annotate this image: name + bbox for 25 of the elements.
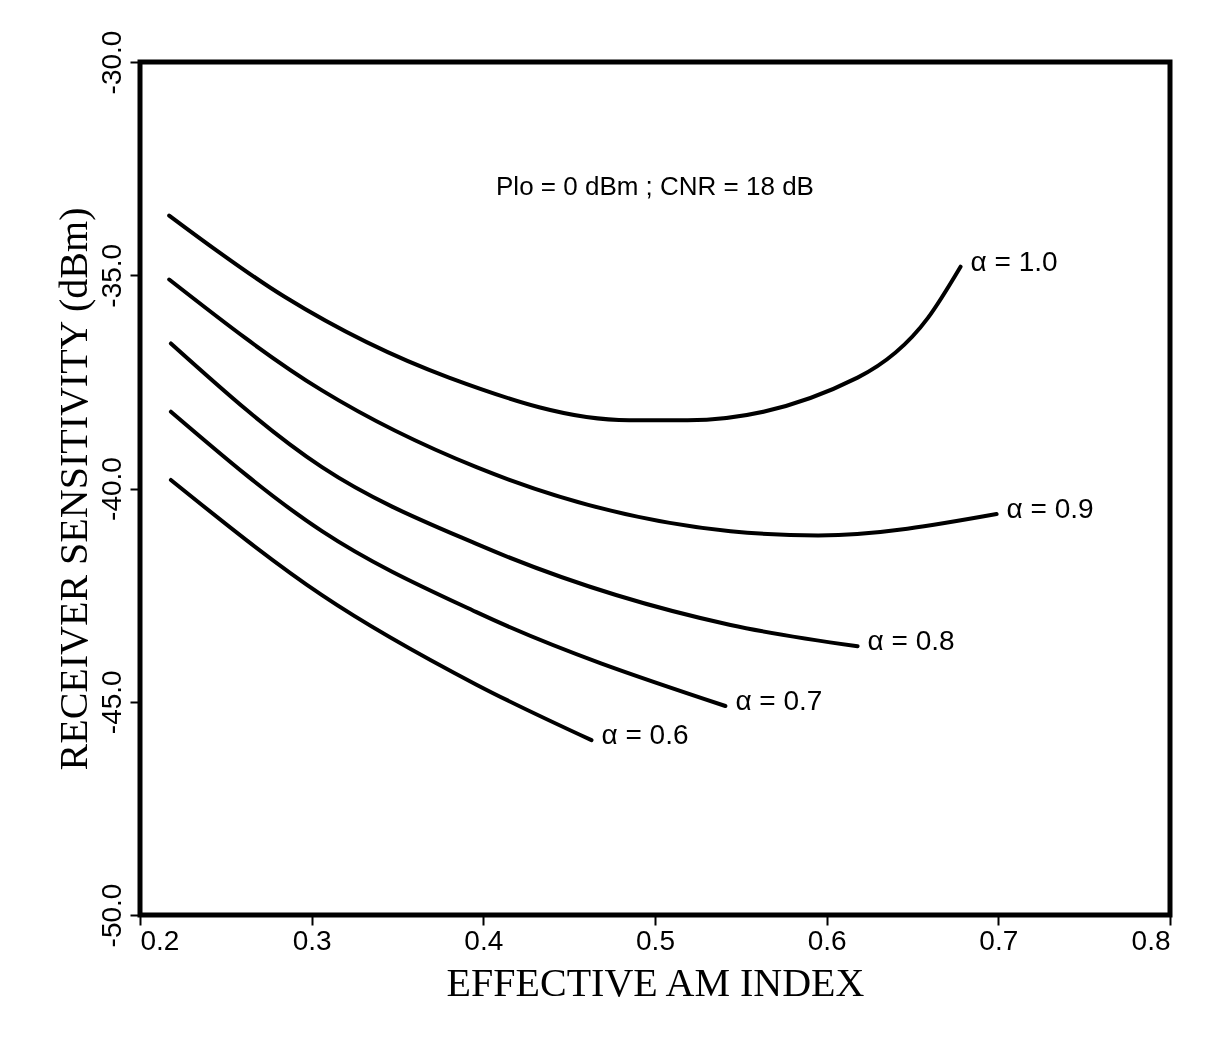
y-tick-label: -45.0: [95, 670, 127, 735]
y-axis-title: RECEIVER SENSITIVITY (dBm): [50, 207, 96, 771]
line-series: [167, 213, 963, 423]
line-series: [168, 477, 594, 743]
line-series: [168, 341, 860, 649]
y-tick-label: -30.0: [95, 30, 127, 95]
series-label: α = 0.7: [735, 685, 823, 717]
x-tick-label: 0.6: [807, 924, 847, 956]
x-tick-label: 0.7: [979, 924, 1019, 956]
series-label: α = 0.6: [601, 719, 689, 751]
x-tick-label: 0.8: [1131, 924, 1171, 956]
x-tick-label: 0.3: [292, 924, 332, 956]
x-tick-label: 0.2: [140, 924, 180, 956]
series-label: α = 1.0: [970, 245, 1058, 277]
annotation: Plo = 0 dBm ; CNR = 18 dB: [496, 171, 814, 201]
y-tick-label: -40.0: [95, 457, 127, 521]
line-series: [167, 277, 999, 538]
y-tick-label: -35.0: [95, 243, 127, 308]
y-tick-label: -50.0: [95, 883, 127, 948]
x-tick-label: 0.5: [636, 924, 675, 956]
x-tick-label: 0.4: [464, 924, 504, 956]
series-label: α = 0.8: [867, 625, 955, 657]
line-series: [168, 409, 728, 709]
x-axis-title: EFFECTIVE AM INDEX: [446, 959, 865, 1005]
series-label: α = 0.9: [1006, 493, 1094, 525]
